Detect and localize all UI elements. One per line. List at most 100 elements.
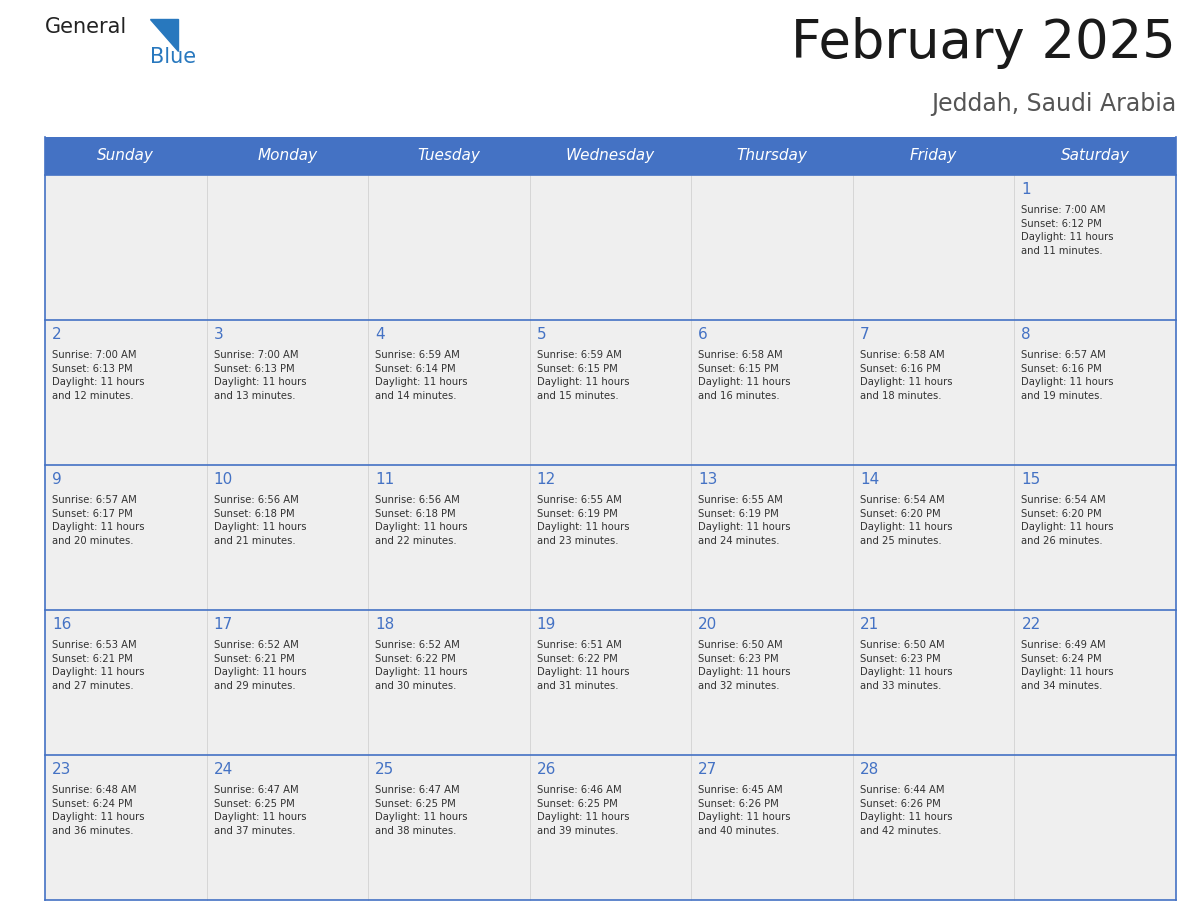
Bar [1015,610,1176,755]
Bar [207,320,368,465]
Bar [853,610,1015,755]
Text: Sunrise: 6:53 AM
Sunset: 6:21 PM
Daylight: 11 hours
and 27 minutes.: Sunrise: 6:53 AM Sunset: 6:21 PM Dayligh… [52,640,145,691]
Text: Sunrise: 6:50 AM
Sunset: 6:23 PM
Daylight: 11 hours
and 32 minutes.: Sunrise: 6:50 AM Sunset: 6:23 PM Dayligh… [699,640,791,691]
Text: Jeddah, Saudi Arabia: Jeddah, Saudi Arabia [930,92,1176,116]
Bar [691,137,853,175]
Text: 23: 23 [52,762,71,777]
Bar [45,610,207,755]
Bar [853,465,1015,610]
Text: 11: 11 [375,472,394,487]
Text: 17: 17 [214,617,233,632]
Text: 18: 18 [375,617,394,632]
Bar [368,610,530,755]
Text: 1: 1 [1022,182,1031,197]
Bar [691,320,853,465]
Text: 22: 22 [1022,617,1041,632]
Bar [1015,320,1176,465]
Text: Monday: Monday [258,149,317,163]
Bar [1015,137,1176,175]
Text: Sunrise: 6:47 AM
Sunset: 6:25 PM
Daylight: 11 hours
and 37 minutes.: Sunrise: 6:47 AM Sunset: 6:25 PM Dayligh… [214,785,307,835]
Text: Saturday: Saturday [1061,149,1130,163]
Text: Sunrise: 6:57 AM
Sunset: 6:16 PM
Daylight: 11 hours
and 19 minutes.: Sunrise: 6:57 AM Sunset: 6:16 PM Dayligh… [1022,350,1114,401]
Text: Sunrise: 6:58 AM
Sunset: 6:16 PM
Daylight: 11 hours
and 18 minutes.: Sunrise: 6:58 AM Sunset: 6:16 PM Dayligh… [860,350,953,401]
Bar [45,137,207,175]
Bar [1015,175,1176,320]
Text: Sunrise: 6:45 AM
Sunset: 6:26 PM
Daylight: 11 hours
and 40 minutes.: Sunrise: 6:45 AM Sunset: 6:26 PM Dayligh… [699,785,791,835]
Text: 28: 28 [860,762,879,777]
Text: Sunrise: 6:54 AM
Sunset: 6:20 PM
Daylight: 11 hours
and 26 minutes.: Sunrise: 6:54 AM Sunset: 6:20 PM Dayligh… [1022,495,1114,546]
Bar [530,175,691,320]
Text: 13: 13 [699,472,718,487]
Bar [45,755,207,900]
Text: Sunrise: 6:49 AM
Sunset: 6:24 PM
Daylight: 11 hours
and 34 minutes.: Sunrise: 6:49 AM Sunset: 6:24 PM Dayligh… [1022,640,1114,691]
Text: Sunrise: 6:59 AM
Sunset: 6:15 PM
Daylight: 11 hours
and 15 minutes.: Sunrise: 6:59 AM Sunset: 6:15 PM Dayligh… [537,350,630,401]
Text: Sunday: Sunday [97,149,154,163]
Text: 9: 9 [52,472,62,487]
Text: Sunrise: 7:00 AM
Sunset: 6:13 PM
Daylight: 11 hours
and 13 minutes.: Sunrise: 7:00 AM Sunset: 6:13 PM Dayligh… [214,350,307,401]
Text: 14: 14 [860,472,879,487]
Bar [368,755,530,900]
Text: 26: 26 [537,762,556,777]
Text: Sunrise: 6:44 AM
Sunset: 6:26 PM
Daylight: 11 hours
and 42 minutes.: Sunrise: 6:44 AM Sunset: 6:26 PM Dayligh… [860,785,953,835]
Bar [207,137,368,175]
Text: 5: 5 [537,327,546,342]
Text: 27: 27 [699,762,718,777]
Bar [368,175,530,320]
Bar [853,755,1015,900]
Text: Sunrise: 6:56 AM
Sunset: 6:18 PM
Daylight: 11 hours
and 22 minutes.: Sunrise: 6:56 AM Sunset: 6:18 PM Dayligh… [375,495,468,546]
Text: 8: 8 [1022,327,1031,342]
Bar [368,320,530,465]
Bar [207,610,368,755]
Text: Sunrise: 7:00 AM
Sunset: 6:13 PM
Daylight: 11 hours
and 12 minutes.: Sunrise: 7:00 AM Sunset: 6:13 PM Dayligh… [52,350,145,401]
Text: General: General [45,17,127,37]
Text: 15: 15 [1022,472,1041,487]
Bar [1015,465,1176,610]
Bar [853,137,1015,175]
Text: Sunrise: 6:59 AM
Sunset: 6:14 PM
Daylight: 11 hours
and 14 minutes.: Sunrise: 6:59 AM Sunset: 6:14 PM Dayligh… [375,350,468,401]
Text: Sunrise: 6:48 AM
Sunset: 6:24 PM
Daylight: 11 hours
and 36 minutes.: Sunrise: 6:48 AM Sunset: 6:24 PM Dayligh… [52,785,145,835]
Text: Sunrise: 6:57 AM
Sunset: 6:17 PM
Daylight: 11 hours
and 20 minutes.: Sunrise: 6:57 AM Sunset: 6:17 PM Dayligh… [52,495,145,546]
Text: Sunrise: 6:51 AM
Sunset: 6:22 PM
Daylight: 11 hours
and 31 minutes.: Sunrise: 6:51 AM Sunset: 6:22 PM Dayligh… [537,640,630,691]
Bar [530,465,691,610]
Text: 21: 21 [860,617,879,632]
Bar [368,465,530,610]
Bar [691,465,853,610]
Text: February 2025: February 2025 [791,17,1176,69]
Text: 7: 7 [860,327,870,342]
Text: 25: 25 [375,762,394,777]
Bar [45,320,207,465]
Text: Sunrise: 6:46 AM
Sunset: 6:25 PM
Daylight: 11 hours
and 39 minutes.: Sunrise: 6:46 AM Sunset: 6:25 PM Dayligh… [537,785,630,835]
Text: Sunrise: 6:55 AM
Sunset: 6:19 PM
Daylight: 11 hours
and 23 minutes.: Sunrise: 6:55 AM Sunset: 6:19 PM Dayligh… [537,495,630,546]
Text: Sunrise: 6:52 AM
Sunset: 6:21 PM
Daylight: 11 hours
and 29 minutes.: Sunrise: 6:52 AM Sunset: 6:21 PM Dayligh… [214,640,307,691]
Text: 6: 6 [699,327,708,342]
Text: Sunrise: 6:47 AM
Sunset: 6:25 PM
Daylight: 11 hours
and 38 minutes.: Sunrise: 6:47 AM Sunset: 6:25 PM Dayligh… [375,785,468,835]
Text: 12: 12 [537,472,556,487]
Bar [1015,755,1176,900]
Text: Sunrise: 6:52 AM
Sunset: 6:22 PM
Daylight: 11 hours
and 30 minutes.: Sunrise: 6:52 AM Sunset: 6:22 PM Dayligh… [375,640,468,691]
Bar [691,610,853,755]
Text: Sunrise: 6:54 AM
Sunset: 6:20 PM
Daylight: 11 hours
and 25 minutes.: Sunrise: 6:54 AM Sunset: 6:20 PM Dayligh… [860,495,953,546]
Bar [853,320,1015,465]
Bar [207,175,368,320]
Text: 20: 20 [699,617,718,632]
Bar [207,755,368,900]
Text: 16: 16 [52,617,71,632]
Text: 2: 2 [52,327,62,342]
Bar [207,465,368,610]
Text: Thursday: Thursday [737,149,808,163]
Text: 4: 4 [375,327,385,342]
Bar [691,755,853,900]
Bar [368,137,530,175]
Text: Sunrise: 6:56 AM
Sunset: 6:18 PM
Daylight: 11 hours
and 21 minutes.: Sunrise: 6:56 AM Sunset: 6:18 PM Dayligh… [214,495,307,546]
Text: Blue: Blue [150,47,196,67]
Polygon shape [150,19,178,51]
Bar [45,175,207,320]
Bar [691,175,853,320]
Bar [530,610,691,755]
Text: Sunrise: 6:58 AM
Sunset: 6:15 PM
Daylight: 11 hours
and 16 minutes.: Sunrise: 6:58 AM Sunset: 6:15 PM Dayligh… [699,350,791,401]
Text: 24: 24 [214,762,233,777]
Text: 3: 3 [214,327,223,342]
Bar [530,137,691,175]
Bar [530,320,691,465]
Bar [853,175,1015,320]
